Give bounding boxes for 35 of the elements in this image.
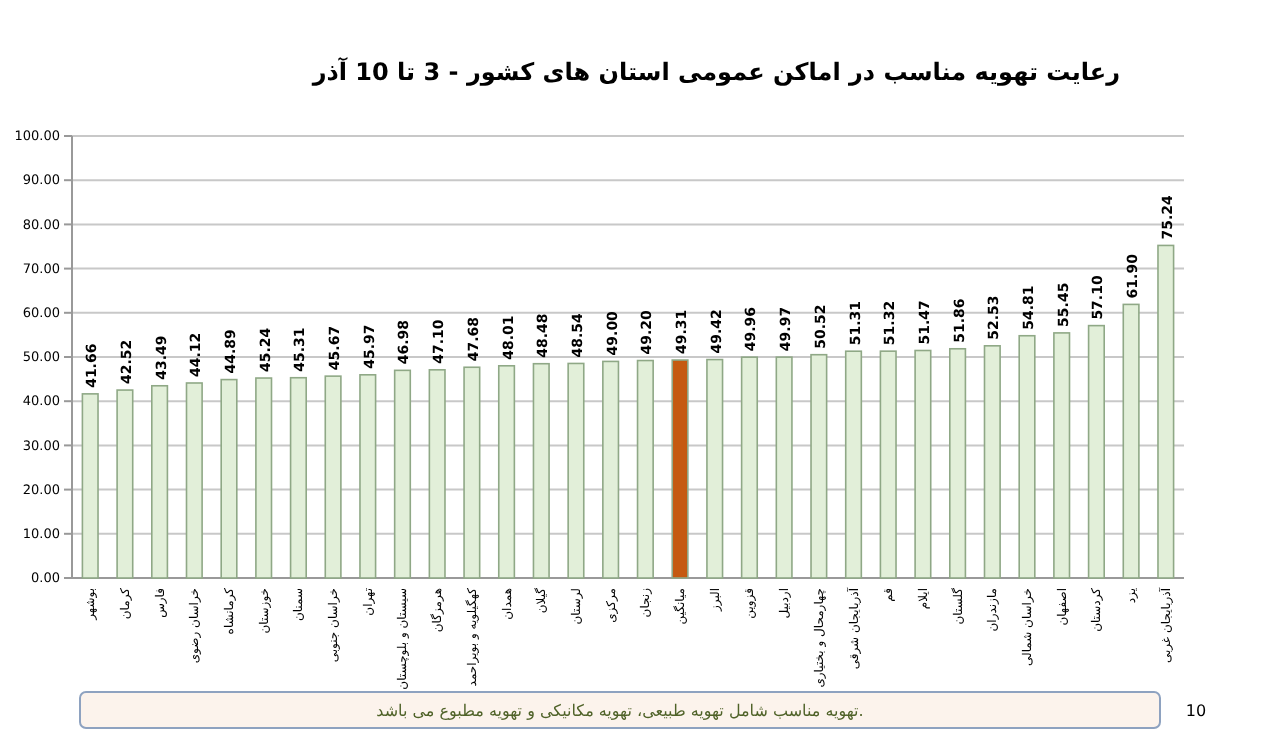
bar [324, 375, 342, 579]
bar [393, 369, 412, 579]
bar [532, 362, 550, 579]
bar [81, 393, 99, 579]
bar [151, 384, 169, 579]
bar [983, 345, 1001, 579]
bar [1087, 324, 1105, 579]
text: 10 [1185, 701, 1207, 720]
bar [1122, 303, 1140, 579]
bar [220, 378, 238, 579]
bar [255, 377, 273, 579]
bar [775, 356, 793, 579]
bar [428, 369, 446, 579]
bar [1157, 244, 1175, 579]
bar [671, 359, 689, 579]
bar [1053, 332, 1071, 579]
bar [185, 382, 203, 579]
bar [359, 374, 377, 579]
bar [844, 350, 863, 579]
bar [810, 353, 828, 579]
text: تهویه مناسب شامل تهویه طبیعی، تهویه مکانیکی و تهویه مطبوع می باشد. [376, 701, 864, 720]
bar [497, 365, 516, 579]
bar [602, 360, 620, 579]
bar [879, 350, 897, 579]
bar [636, 359, 654, 579]
bar [706, 358, 724, 579]
bar [914, 349, 932, 579]
bar [740, 356, 759, 579]
bar [1018, 334, 1036, 579]
bar [116, 389, 134, 579]
bar [463, 366, 481, 579]
bar [567, 362, 585, 579]
bar [289, 376, 307, 579]
bar [949, 347, 967, 579]
chart-title: رعایت تهویه مناسب در اماکن عمومی استان های کشور - 3 تا 10 آذر [310, 56, 1121, 86]
